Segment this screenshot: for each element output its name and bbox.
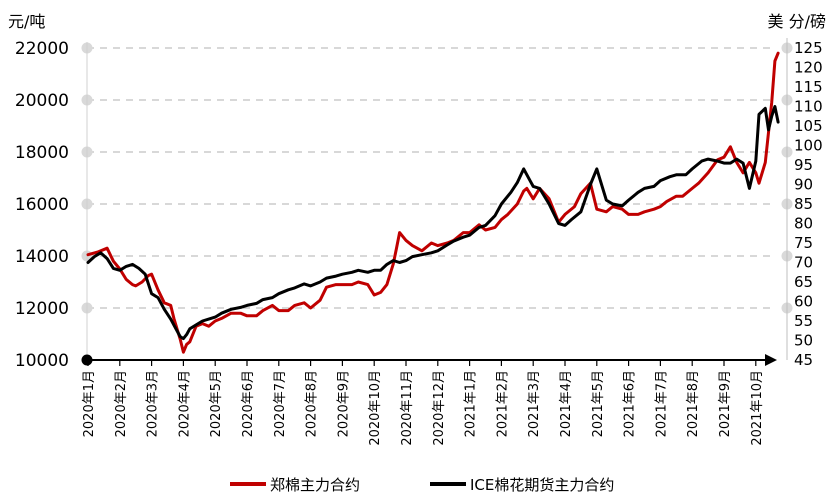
x-tick-label: 2020年12月 bbox=[432, 370, 447, 446]
x-tick-label: 2021年5月 bbox=[591, 370, 606, 437]
y2-tick-label: 80 bbox=[794, 215, 813, 233]
x-tick-label: 2020年7月 bbox=[273, 370, 288, 437]
x-tick-label: 2021年9月 bbox=[718, 370, 733, 437]
zce-cotton-line bbox=[86, 51, 780, 354]
gridlines bbox=[81, 42, 793, 314]
x-tick-label: 2021年8月 bbox=[686, 370, 701, 437]
x-tick-label: 2020年2月 bbox=[114, 370, 129, 437]
y2-tick-label: 125 bbox=[794, 39, 823, 57]
y2-tick-label: 65 bbox=[794, 273, 813, 291]
y2-tick-label: 95 bbox=[794, 156, 813, 174]
x-tick-label: 2020年3月 bbox=[146, 370, 161, 437]
y-tick-label: 16000 bbox=[15, 195, 69, 215]
axes bbox=[81, 38, 788, 366]
y2-tick-label: 105 bbox=[794, 117, 823, 135]
y2-tick-label: 110 bbox=[794, 98, 823, 116]
x-tick-label: 2021年4月 bbox=[559, 370, 574, 437]
x-axis-arrow bbox=[765, 354, 777, 366]
x-tick-label: 2020年5月 bbox=[209, 370, 224, 437]
y-axis-unit: 元/吨 bbox=[8, 12, 45, 31]
x-tick-label: 2020年8月 bbox=[305, 370, 320, 437]
x-tick-label: 2020年11月 bbox=[400, 370, 415, 446]
y2-tick-label: 70 bbox=[794, 254, 813, 272]
legend-label: 郑棉主力合约 bbox=[270, 476, 360, 494]
y2-tick-label: 50 bbox=[794, 332, 813, 350]
x-tick-label: 2020年10月 bbox=[368, 370, 383, 446]
y2-tick-label: 75 bbox=[794, 234, 813, 252]
x-tick-label: 2020年6月 bbox=[241, 370, 256, 437]
y-tick-label: 14000 bbox=[15, 247, 69, 267]
y-tick-label: 12000 bbox=[15, 299, 69, 319]
x-tick-label: 2021年6月 bbox=[623, 370, 638, 437]
y2-tick-label: 120 bbox=[794, 59, 823, 77]
ice-cotton-line bbox=[86, 105, 780, 341]
x-tick-label: 2021年2月 bbox=[495, 370, 510, 437]
x-tick-label: 2021年3月 bbox=[527, 370, 542, 437]
x-tick-label: 2021年10月 bbox=[750, 370, 765, 446]
y2-axis-unit: 美 分/磅 bbox=[768, 12, 826, 31]
x-tick-label: 2021年7月 bbox=[654, 370, 669, 437]
y2-tick-label: 55 bbox=[794, 312, 813, 330]
x-tick-label: 2021年1月 bbox=[464, 370, 479, 437]
x-tick-label: 2020年9月 bbox=[336, 370, 351, 437]
y2-tick-label: 100 bbox=[794, 137, 823, 155]
y2-tick-label: 45 bbox=[794, 351, 813, 369]
legend: 郑棉主力合约 ICE棉花期货主力合约 bbox=[230, 476, 614, 494]
y2-tick-label: 60 bbox=[794, 293, 813, 311]
x-tick-label: 2020年1月 bbox=[82, 370, 97, 437]
y-tick-label: 18000 bbox=[15, 143, 69, 163]
y-tick-label: 20000 bbox=[15, 91, 69, 111]
y2-tick-label: 85 bbox=[794, 195, 813, 213]
x-tick-label: 2020年4月 bbox=[177, 370, 192, 437]
y-tick-label: 10000 bbox=[15, 351, 69, 371]
origin-marker bbox=[81, 354, 93, 366]
legend-label: ICE棉花期货主力合约 bbox=[470, 476, 614, 494]
y-tick-label: 22000 bbox=[15, 39, 69, 59]
y2-tick-label: 115 bbox=[794, 78, 823, 96]
series-lines bbox=[86, 51, 780, 354]
y2-tick-label: 90 bbox=[794, 176, 813, 194]
